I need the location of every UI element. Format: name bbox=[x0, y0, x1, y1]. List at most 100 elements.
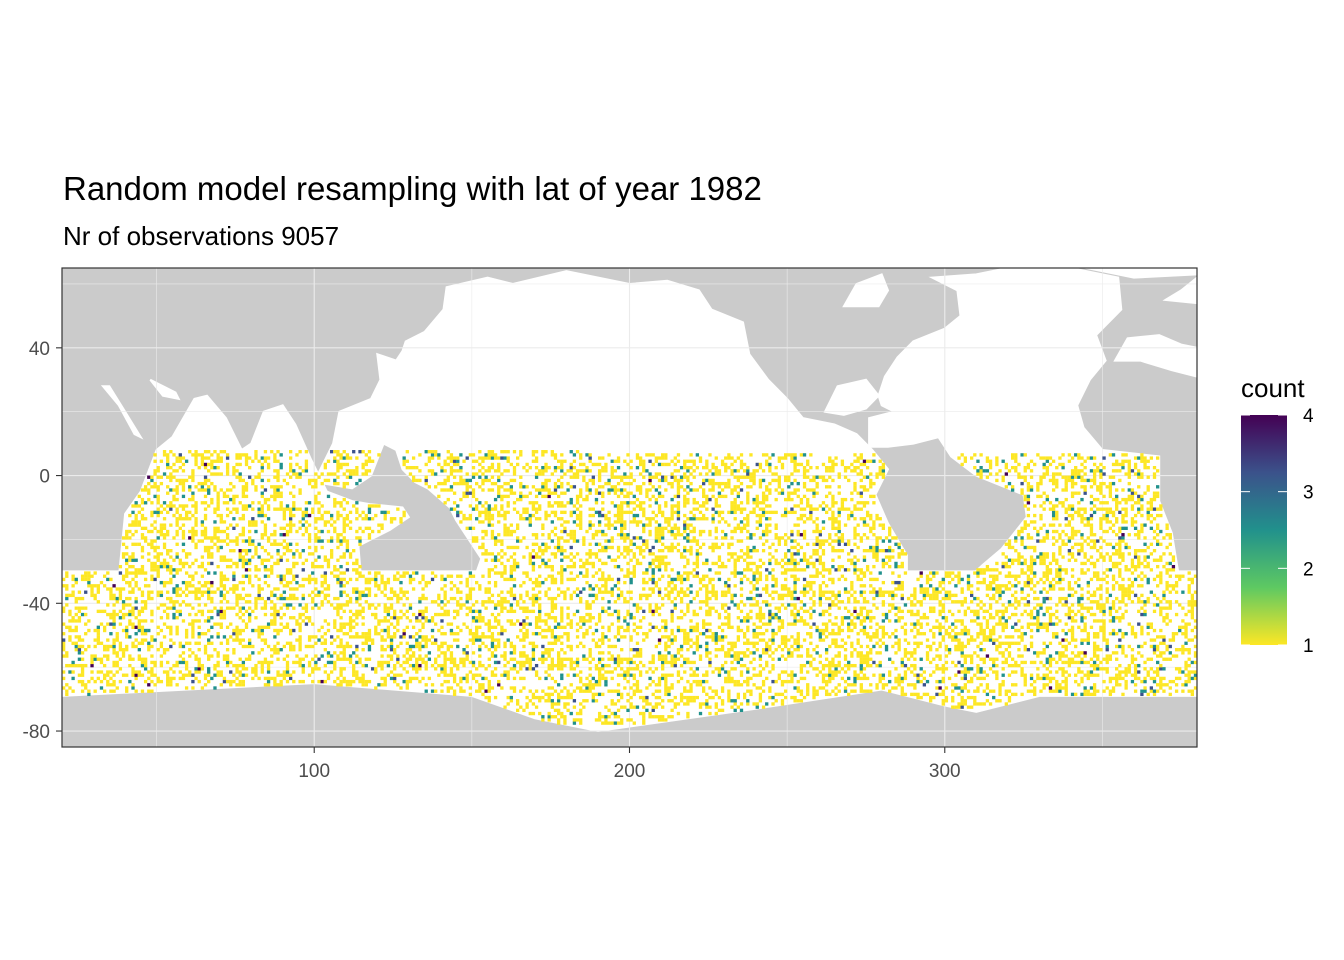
cell bbox=[361, 632, 365, 636]
cell bbox=[679, 580, 684, 585]
cell bbox=[109, 590, 113, 594]
cell bbox=[1174, 667, 1179, 671]
cell bbox=[1023, 609, 1027, 614]
cell bbox=[446, 689, 450, 693]
cell bbox=[1080, 593, 1084, 598]
cell bbox=[1137, 622, 1141, 626]
cell bbox=[623, 705, 627, 709]
cell bbox=[657, 715, 662, 719]
cell bbox=[973, 689, 977, 693]
cell bbox=[664, 654, 668, 658]
cell bbox=[1067, 584, 1072, 588]
cell bbox=[301, 663, 305, 668]
cell bbox=[364, 683, 368, 687]
cell bbox=[301, 657, 305, 661]
cell bbox=[446, 609, 450, 614]
cell bbox=[821, 663, 826, 668]
cell bbox=[531, 711, 536, 716]
cell bbox=[702, 619, 706, 623]
cell bbox=[661, 663, 665, 668]
cell bbox=[355, 635, 359, 639]
cell bbox=[765, 584, 769, 588]
cell bbox=[957, 600, 961, 604]
cell bbox=[654, 715, 659, 719]
cell bbox=[1143, 686, 1147, 690]
cell bbox=[985, 593, 990, 598]
cell bbox=[169, 628, 173, 633]
cell bbox=[519, 689, 523, 693]
cell bbox=[84, 612, 88, 617]
cell bbox=[93, 638, 97, 642]
cell bbox=[339, 644, 343, 649]
cell bbox=[903, 663, 908, 668]
cell bbox=[68, 686, 72, 690]
cell bbox=[279, 683, 283, 687]
cell bbox=[251, 667, 255, 671]
cell bbox=[1026, 622, 1031, 626]
cell bbox=[512, 622, 517, 626]
cell bbox=[566, 702, 570, 706]
cell bbox=[620, 705, 624, 709]
cell bbox=[329, 654, 334, 658]
cell bbox=[635, 654, 640, 658]
cell bbox=[440, 619, 444, 623]
cell bbox=[556, 667, 561, 671]
cell bbox=[1007, 654, 1012, 658]
cell bbox=[421, 638, 425, 642]
cell bbox=[1115, 683, 1119, 687]
cell bbox=[1042, 676, 1046, 681]
cell bbox=[988, 667, 993, 671]
cell bbox=[856, 600, 860, 604]
cell bbox=[191, 635, 195, 639]
cell bbox=[93, 584, 97, 588]
cell bbox=[837, 632, 841, 636]
cell bbox=[282, 577, 286, 582]
cell bbox=[1017, 635, 1021, 639]
cell bbox=[679, 648, 684, 652]
cell bbox=[304, 606, 309, 610]
cell bbox=[837, 663, 841, 668]
cell bbox=[1149, 657, 1154, 661]
cell bbox=[125, 644, 129, 649]
cell bbox=[475, 625, 479, 629]
cell bbox=[71, 590, 75, 594]
cell bbox=[777, 692, 781, 697]
cell bbox=[597, 673, 602, 677]
cell bbox=[87, 619, 91, 623]
cell bbox=[1156, 644, 1160, 649]
cell bbox=[1168, 590, 1172, 594]
cell bbox=[1124, 609, 1128, 614]
cell bbox=[1159, 679, 1163, 684]
cell bbox=[733, 702, 737, 706]
cell bbox=[1048, 641, 1053, 645]
cell bbox=[679, 663, 684, 668]
cell bbox=[1051, 622, 1056, 626]
cell bbox=[121, 577, 126, 582]
cell bbox=[345, 580, 350, 585]
cell bbox=[361, 590, 365, 594]
cell bbox=[298, 625, 302, 629]
cell bbox=[837, 606, 841, 610]
cell bbox=[311, 670, 315, 674]
cell bbox=[752, 596, 756, 601]
cell bbox=[118, 641, 123, 645]
cell bbox=[951, 689, 955, 693]
cell bbox=[793, 606, 797, 610]
cell bbox=[869, 648, 873, 652]
cell bbox=[632, 654, 636, 658]
cell bbox=[519, 622, 523, 626]
cell bbox=[459, 676, 463, 681]
cell bbox=[207, 619, 211, 623]
cell bbox=[1130, 660, 1135, 665]
cell bbox=[396, 593, 400, 598]
cell bbox=[244, 644, 249, 649]
cell bbox=[670, 600, 674, 604]
cell bbox=[579, 702, 583, 706]
cell bbox=[654, 644, 659, 649]
cell bbox=[1184, 622, 1188, 626]
cell bbox=[1001, 628, 1005, 633]
cell bbox=[610, 654, 614, 658]
cell bbox=[1156, 596, 1160, 601]
cell bbox=[780, 593, 785, 598]
cell bbox=[1152, 676, 1157, 681]
